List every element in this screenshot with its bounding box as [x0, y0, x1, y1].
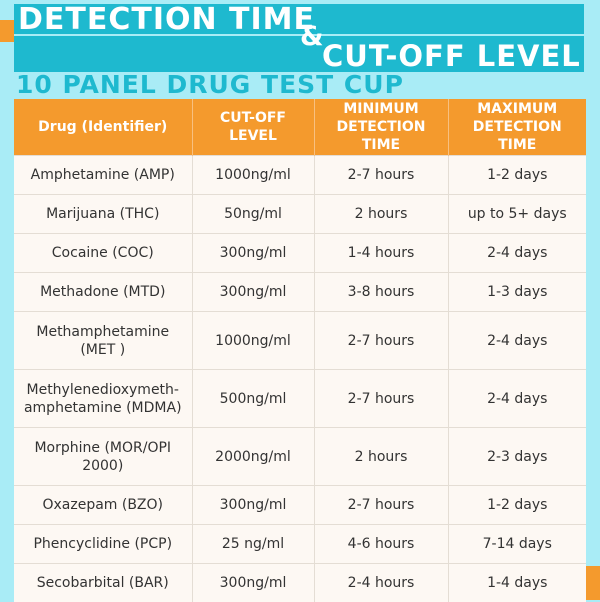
- table-row: Marijuana (THC) 50ng/ml 2 hours up to 5+…: [14, 195, 586, 234]
- column-header-drug: Drug (Identifier): [14, 99, 192, 156]
- drug-cell: Oxazepam (BZO): [14, 486, 192, 525]
- max-time-cell: 1-3 days: [448, 273, 586, 312]
- max-time-cell: 1-4 days: [448, 564, 586, 602]
- drug-cell: Methamphetamine (MET ): [14, 312, 192, 370]
- table-header-row: Drug (Identifier) CUT-OFF LEVEL MINIMUM …: [14, 99, 586, 156]
- max-time-cell: 1-2 days: [448, 486, 586, 525]
- drug-cell: Marijuana (THC): [14, 195, 192, 234]
- min-time-cell: 2-7 hours: [314, 486, 448, 525]
- max-time-cell: 1-2 days: [448, 156, 586, 195]
- cutoff-cell: 300ng/ml: [192, 564, 314, 602]
- cutoff-cell: 2000ng/ml: [192, 428, 314, 486]
- drug-cell: Amphetamine (AMP): [14, 156, 192, 195]
- max-time-cell: 2-4 days: [448, 234, 586, 273]
- table-row: Phencyclidine (PCP) 25 ng/ml 4-6 hours 7…: [14, 525, 586, 564]
- drug-cell: Methylenedioxymeth-amphetamine (MDMA): [14, 370, 192, 428]
- min-time-cell: 2-4 hours: [314, 564, 448, 602]
- table-row: Cocaine (COC) 300ng/ml 1-4 hours 2-4 day…: [14, 234, 586, 273]
- orange-corner-accent-bottom: [586, 566, 600, 600]
- cutoff-cell: 500ng/ml: [192, 370, 314, 428]
- drug-cell: Phencyclidine (PCP): [14, 525, 192, 564]
- table-row: Methadone (MTD) 300ng/ml 3-8 hours 1-3 d…: [14, 273, 586, 312]
- min-time-cell: 2-7 hours: [314, 156, 448, 195]
- column-header-min-time: MINIMUM DETECTION TIME: [314, 99, 448, 156]
- min-time-cell: 2-7 hours: [314, 370, 448, 428]
- cutoff-cell: 25 ng/ml: [192, 525, 314, 564]
- cutoff-cell: 300ng/ml: [192, 486, 314, 525]
- title-ampersand: &: [300, 22, 324, 52]
- drug-cell: Methadone (MTD): [14, 273, 192, 312]
- table-row: Morphine (MOR/OPI 2000) 2000ng/ml 2 hour…: [14, 428, 586, 486]
- min-time-cell: 2 hours: [314, 428, 448, 486]
- column-header-max-time: MAXIMUM DETECTION TIME: [448, 99, 586, 156]
- title-cut-off-level: CUT-OFF LEVEL: [322, 38, 581, 74]
- cutoff-cell: 300ng/ml: [192, 234, 314, 273]
- max-time-cell: 2-4 days: [448, 370, 586, 428]
- table-row: Methamphetamine (MET ) 1000ng/ml 2-7 hou…: [14, 312, 586, 370]
- drug-cell: Cocaine (COC): [14, 234, 192, 273]
- min-time-cell: 2 hours: [314, 195, 448, 234]
- column-header-cutoff: CUT-OFF LEVEL: [192, 99, 314, 156]
- min-time-cell: 4-6 hours: [314, 525, 448, 564]
- subtitle-panel-cup: 10 PANEL DRUG TEST CUP: [16, 70, 404, 100]
- max-time-cell: 2-4 days: [448, 312, 586, 370]
- max-time-cell: 2-3 days: [448, 428, 586, 486]
- table-row: Oxazepam (BZO) 300ng/ml 2-7 hours 1-2 da…: [14, 486, 586, 525]
- max-time-cell: 7-14 days: [448, 525, 586, 564]
- cutoff-cell: 50ng/ml: [192, 195, 314, 234]
- max-time-cell: up to 5+ days: [448, 195, 586, 234]
- drug-cell: Morphine (MOR/OPI 2000): [14, 428, 192, 486]
- cutoff-cell: 1000ng/ml: [192, 312, 314, 370]
- min-time-cell: 1-4 hours: [314, 234, 448, 273]
- cutoff-cell: 1000ng/ml: [192, 156, 314, 195]
- cutoff-cell: 300ng/ml: [192, 273, 314, 312]
- title-detection-time: DETECTION TIME: [18, 2, 315, 38]
- table-row: Methylenedioxymeth-amphetamine (MDMA) 50…: [14, 370, 586, 428]
- drug-test-table: Drug (Identifier) CUT-OFF LEVEL MINIMUM …: [14, 99, 586, 602]
- orange-corner-accent-top: [0, 20, 14, 42]
- min-time-cell: 2-7 hours: [314, 312, 448, 370]
- drug-cell: Secobarbital (BAR): [14, 564, 192, 602]
- table-row: Amphetamine (AMP) 1000ng/ml 2-7 hours 1-…: [14, 156, 586, 195]
- table-row: Secobarbital (BAR) 300ng/ml 2-4 hours 1-…: [14, 564, 586, 602]
- min-time-cell: 3-8 hours: [314, 273, 448, 312]
